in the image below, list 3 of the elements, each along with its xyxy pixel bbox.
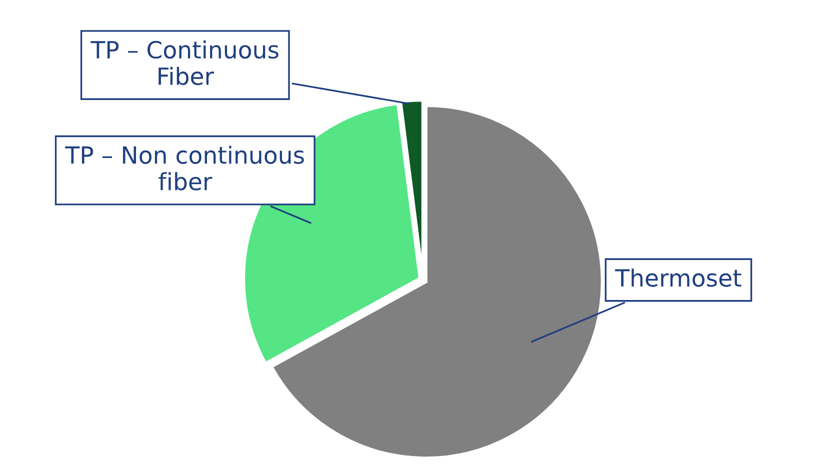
slice-label: Thermoset xyxy=(615,268,742,287)
slice-label: TP – Continuous Fiber xyxy=(90,40,278,86)
slice-label: TP – Non continuous fiber xyxy=(65,146,304,190)
